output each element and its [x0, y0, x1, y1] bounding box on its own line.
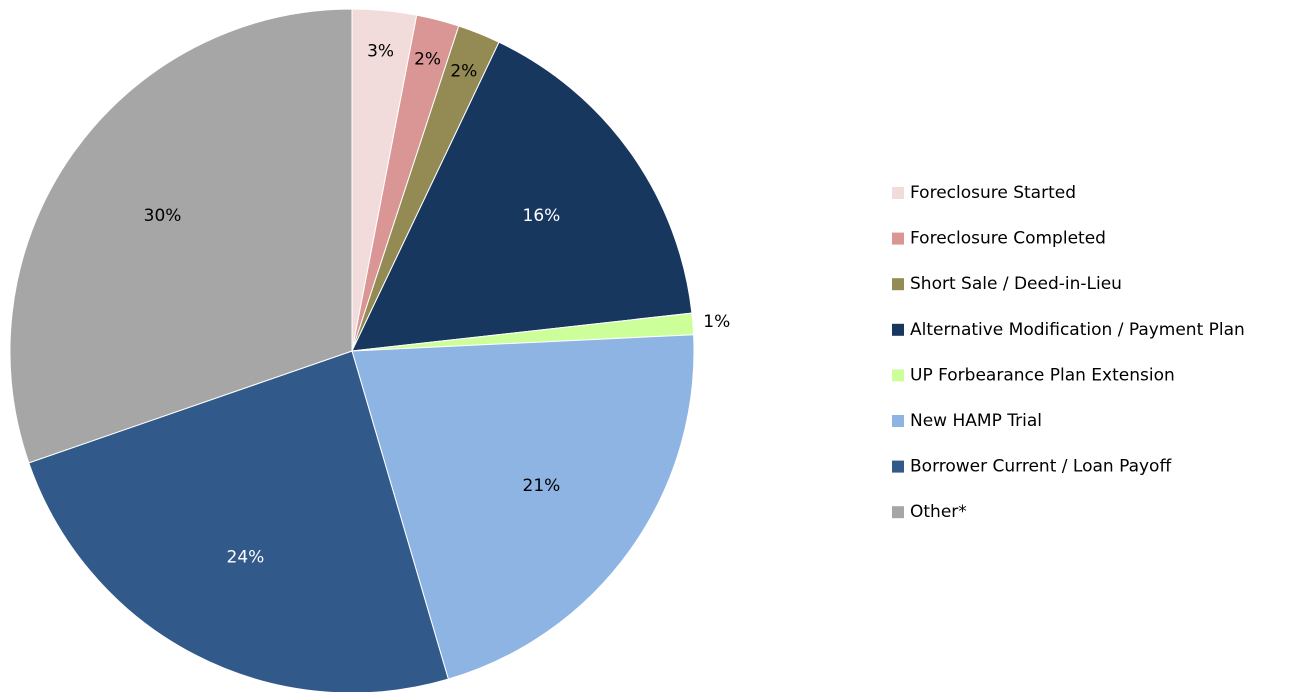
data-label: 2%	[450, 62, 477, 82]
legend-label: New HAMP Trial	[910, 411, 1042, 431]
legend-label: Alternative Modification / Payment Plan	[910, 320, 1245, 340]
legend-swatch	[892, 278, 904, 291]
legend-label: Foreclosure Started	[910, 183, 1076, 203]
data-label: 24%	[227, 548, 265, 568]
legend-swatch	[892, 187, 904, 199]
pie-slice	[28, 350, 449, 694]
pie-slice	[351, 334, 695, 680]
legend-swatch	[892, 415, 904, 427]
legend-label: Other*	[910, 502, 967, 522]
legend-swatch	[892, 460, 904, 473]
data-label: 2%	[414, 50, 441, 70]
legend-label: Borrower Current / Loan Payoff	[910, 457, 1172, 477]
data-label: 30%	[144, 206, 182, 226]
legend-swatch	[892, 323, 904, 336]
legend-swatch	[892, 369, 904, 382]
legend-label: Foreclosure Completed	[910, 229, 1106, 249]
data-label: 16%	[523, 206, 561, 226]
legend-swatch	[892, 506, 904, 519]
legend-swatch	[892, 232, 904, 245]
data-label: 1%	[703, 312, 730, 332]
data-label: 3%	[367, 41, 394, 61]
pie-slice	[9, 8, 353, 464]
data-label: 21%	[523, 476, 561, 496]
pie-slice	[351, 41, 693, 352]
legend-label: UP Forbearance Plan Extension	[910, 365, 1175, 385]
legend-label: Short Sale / Deed-in-Lieu	[910, 274, 1122, 294]
